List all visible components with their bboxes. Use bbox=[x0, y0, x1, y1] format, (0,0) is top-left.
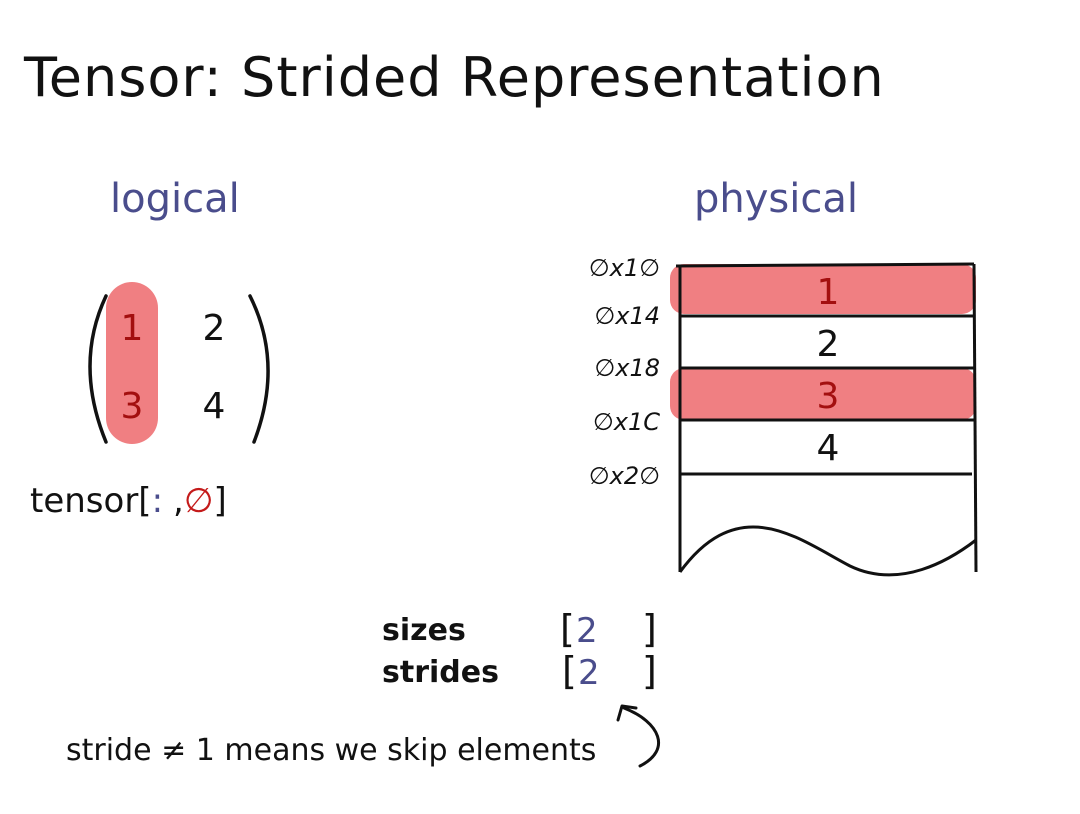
memory-right-edge bbox=[972, 263, 978, 573]
expression-suffix: ] bbox=[213, 481, 226, 521]
sizes-open-bracket: [ bbox=[560, 607, 575, 651]
tensor-metadata: sizes [ 2 ] strides [ 2 ] bbox=[382, 607, 657, 693]
page-title: Tensor: Strided Representation bbox=[23, 46, 885, 109]
memory-address-1: ∅x1∅ bbox=[589, 254, 660, 282]
memory-value-4: 4 bbox=[817, 428, 840, 469]
expression-prefix: tensor[ bbox=[30, 481, 152, 521]
right-parenthesis bbox=[248, 294, 270, 444]
strides-label: strides bbox=[382, 655, 499, 690]
memory-address-2: ∅x14 bbox=[594, 302, 660, 330]
logical-heading: logical bbox=[110, 176, 240, 222]
memory-address-4: ∅x1C bbox=[593, 408, 660, 436]
tensor-expression: tensor[: ,∅] bbox=[30, 481, 227, 521]
memory-block: 1 2 3 4 ∅x1∅ ∅x14 ∅x18 ∅x1C ∅x2∅ bbox=[589, 254, 978, 577]
column-highlight bbox=[106, 282, 158, 444]
expression-index: ∅ bbox=[184, 481, 214, 521]
logical-matrix: 1 2 3 4 bbox=[88, 282, 270, 444]
matrix-cell-1: 1 bbox=[121, 308, 144, 349]
sizes-close-bracket: ] bbox=[642, 607, 657, 651]
memory-divider-0 bbox=[675, 262, 975, 268]
memory-value-1: 1 bbox=[817, 272, 840, 313]
memory-row-highlight-3 bbox=[670, 368, 976, 420]
matrix-cell-2: 2 bbox=[203, 308, 226, 349]
memory-address-end: ∅x2∅ bbox=[589, 462, 660, 490]
sizes-value: 2 bbox=[576, 611, 598, 651]
memory-row-highlight-1 bbox=[670, 264, 976, 314]
memory-address-3: ∅x18 bbox=[594, 354, 660, 382]
curved-arrow-icon bbox=[616, 704, 660, 768]
strides-open-bracket: [ bbox=[562, 649, 577, 693]
expression-colon: : bbox=[152, 481, 163, 521]
matrix-cell-3: 3 bbox=[121, 386, 144, 427]
memory-value-2: 2 bbox=[817, 324, 840, 365]
sizes-label: sizes bbox=[382, 613, 466, 648]
strides-close-bracket: ] bbox=[642, 649, 657, 693]
expression-comma: , bbox=[173, 481, 184, 521]
memory-value-3: 3 bbox=[817, 376, 840, 417]
matrix-cell-4: 4 bbox=[203, 386, 226, 427]
strides-value: 2 bbox=[578, 653, 600, 693]
memory-torn-edge bbox=[678, 525, 977, 577]
physical-heading: physical bbox=[694, 176, 858, 222]
stride-note: stride ≠ 1 means we skip elements bbox=[66, 733, 596, 768]
left-parenthesis bbox=[88, 294, 108, 444]
